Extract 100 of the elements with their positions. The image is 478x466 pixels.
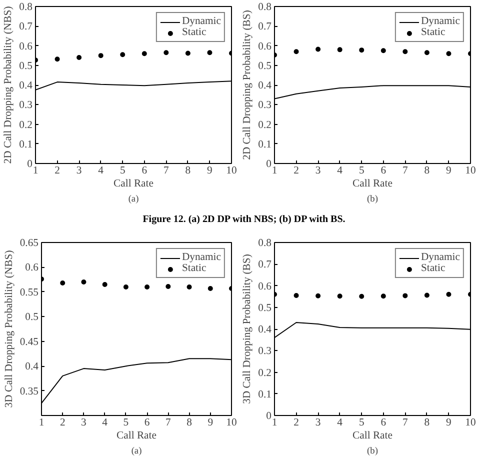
y-tick-label: 0.65	[20, 238, 39, 249]
x-axis-title: Call Rate	[352, 430, 393, 442]
y-tick-label: 0	[27, 159, 32, 170]
y-tick-label: 0.55	[20, 287, 39, 298]
y-tick-label: 0.35	[20, 386, 39, 398]
legend-label: Dynamic	[182, 16, 221, 27]
text: (b)	[367, 194, 378, 204]
x-tick-label: 7	[402, 166, 409, 176]
x-tick-label: 10	[465, 418, 476, 428]
y-tick-label: 0.2	[258, 368, 272, 379]
x-tick-label: 7	[164, 166, 170, 176]
y-tick-label: 0.6	[258, 281, 272, 292]
x-tick-label: 5	[358, 166, 364, 176]
x-tick-label: 1	[272, 418, 278, 428]
y-tick-label: 0.8	[258, 238, 272, 249]
y-tick-label: 0.3	[258, 100, 272, 112]
x-tick-label: 4	[337, 166, 344, 176]
x-tick-label: 1	[272, 166, 278, 176]
x-tick-label: 3	[315, 418, 321, 428]
x-tick-label: 2	[294, 166, 299, 176]
y-tick-label: 0.4	[258, 324, 272, 336]
x-tick-label: 4	[102, 418, 108, 428]
y-tick-label: 0.1	[258, 389, 272, 400]
y-tick-label: 0.6	[258, 41, 272, 52]
x-tick-label: 6	[380, 166, 387, 176]
y-tick-label: 0.5	[25, 312, 39, 324]
point	[207, 50, 212, 56]
x-tick-label: 7	[402, 418, 409, 428]
y-tick-label: 0.8	[258, 2, 272, 13]
text: (a)	[128, 194, 139, 204]
x-tick-label: 8	[424, 166, 430, 176]
x-tick-label: 6	[380, 418, 387, 428]
y-tick-label: 0.6	[19, 41, 34, 52]
legend-label: Dynamic	[420, 252, 460, 263]
x-tick-label: 2	[54, 166, 60, 176]
x-tick-label: 10	[465, 166, 476, 176]
point	[54, 56, 60, 62]
point	[76, 55, 82, 60]
y-tick-label: 0.7	[19, 22, 34, 33]
x-tick-label: 9	[446, 166, 452, 176]
x-tick-label: 4	[337, 418, 344, 428]
x-tick-label: 6	[142, 166, 148, 176]
legend-label: Dynamic	[420, 16, 460, 27]
x-tick-label: 1	[38, 418, 44, 428]
legend-label: Static	[182, 263, 206, 274]
y-tick-label: 0.3	[19, 100, 33, 112]
y-axis-title: 2D Call Dropping Probability (NBS)	[3, 6, 14, 164]
y-tick-label: 0.3	[258, 346, 272, 358]
y-tick-label: 0.4	[258, 80, 272, 92]
x-tick-label: 1	[32, 166, 38, 176]
y-tick-label: 0.5	[19, 60, 33, 72]
x-tick-label: 3	[81, 418, 86, 428]
y-tick-label: 0.4	[19, 80, 34, 92]
x-tick-label: 5	[123, 418, 129, 428]
legend-label: Static	[182, 27, 206, 38]
text: (b)	[367, 446, 378, 456]
x-tick-label: 3	[76, 166, 82, 176]
point	[185, 50, 190, 56]
y-tick-label: 0.4	[25, 362, 40, 373]
y-tick-label: 0.1	[258, 139, 272, 150]
y-tick-label: 0.8	[19, 2, 33, 13]
x-tick-label: 2	[60, 418, 66, 428]
y-axis-title: 3D Call Dropping Probability (NBS)	[4, 250, 15, 408]
x-tick-label: 4	[98, 166, 104, 176]
x-tick-label: 7	[166, 418, 172, 428]
y-axis-title: 3D Call Dropping Probability (BS)	[242, 254, 254, 404]
x-tick-label: 10	[226, 166, 237, 176]
y-tick-label: 0.1	[19, 139, 33, 150]
y-tick-label: 0.7	[258, 260, 272, 271]
x-axis-title: Call Rate	[116, 430, 157, 442]
y-tick-label: 0.5	[258, 60, 272, 72]
point	[120, 52, 126, 58]
x-tick-label: 9	[208, 418, 214, 428]
legend-label: Static	[420, 27, 446, 38]
y-tick-label: 0.7	[258, 22, 272, 33]
point	[164, 50, 169, 56]
y-tick-label: 0.5	[258, 302, 272, 314]
caption: Figure 12. (a) 2D DP with NBS; (b) DP with BS.	[142, 213, 346, 227]
x-tick-label: 3	[315, 166, 321, 176]
point	[142, 51, 147, 56]
text: (a)	[131, 446, 142, 456]
x-tick-label: 9	[207, 166, 212, 176]
x-tick-label: 8	[186, 418, 192, 428]
legend-label: Dynamic	[182, 252, 221, 263]
y-tick-label: 0.2	[258, 120, 272, 131]
x-tick-label: 2	[294, 418, 299, 428]
x-tick-label: 8	[424, 418, 430, 428]
x-tick-label: 8	[185, 166, 191, 176]
x-axis-title: Call Rate	[114, 178, 154, 190]
y-tick-label: 0	[266, 411, 272, 422]
point	[98, 53, 104, 58]
x-tick-label: 10	[226, 418, 237, 428]
y-tick-label: 0.2	[19, 120, 33, 131]
x-axis-title: Call Rate	[352, 178, 393, 190]
y-tick-label: 0	[266, 159, 272, 170]
legend-label: Static	[420, 263, 446, 274]
y-axis-title: 2D Call Dropping Probability (BS)	[242, 10, 254, 160]
x-tick-label: 5	[358, 418, 364, 428]
y-tick-label: 0.6	[25, 262, 40, 274]
x-tick-label: 6	[144, 418, 150, 428]
